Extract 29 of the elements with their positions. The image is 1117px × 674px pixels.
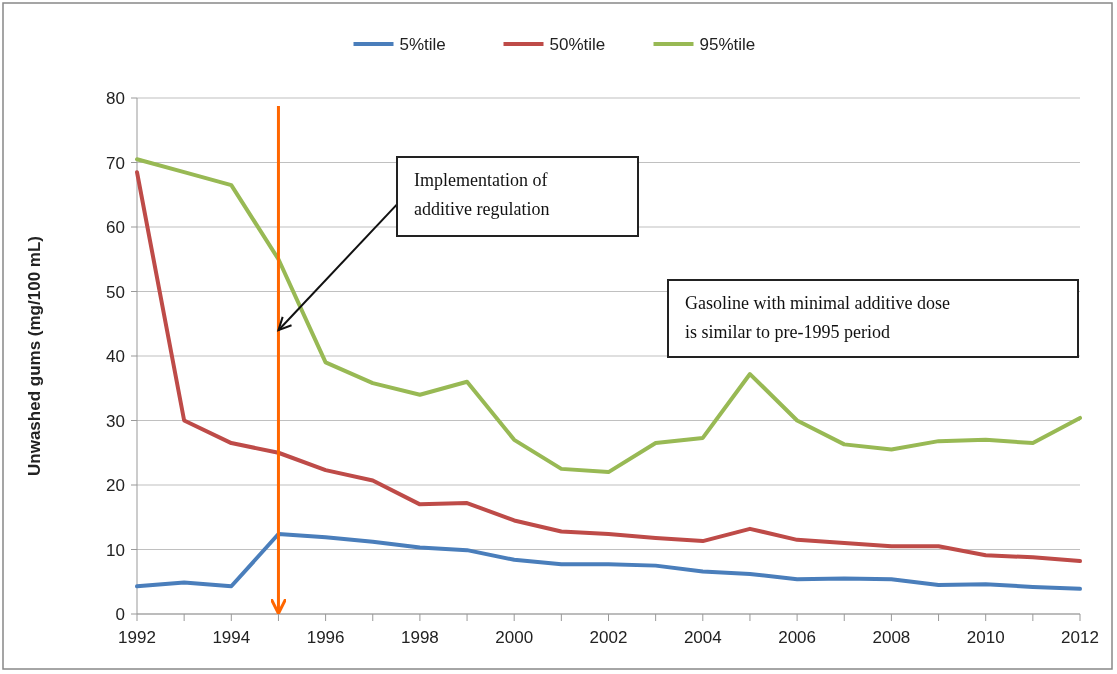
legend-label: 95%tile — [699, 35, 756, 54]
y-tick-label: 60 — [106, 218, 125, 237]
annotation: Gasoline with minimal additive dose is similar to pre-1995 period — [685, 293, 950, 342]
x-tick-label: 1998 — [400, 628, 439, 647]
x-tick-label: 1996 — [306, 628, 345, 647]
y-tick-label: 70 — [106, 153, 125, 173]
x-tick-label: 1992 — [118, 628, 156, 647]
y-tick-label: 0 — [115, 605, 125, 624]
y-tick-label: 30 — [106, 411, 125, 431]
x-tick-label: 2012 — [1061, 628, 1099, 647]
line-series — [135, 532, 1082, 591]
legend-label: 5%tile — [399, 35, 446, 54]
annotation: Implementation of additive regulation — [414, 170, 550, 219]
x-tick-label: 2008 — [872, 628, 911, 647]
y-tick-label: 10 — [106, 540, 125, 560]
x-tick-label: 2002 — [589, 628, 628, 647]
x-tick-label: 2010 — [966, 628, 1005, 647]
line-series — [135, 170, 1082, 564]
x-tick-label: 1994 — [212, 628, 251, 647]
x-tick-label: 2006 — [778, 628, 817, 647]
y-tick-label: 20 — [106, 476, 125, 495]
line-series — [135, 157, 1082, 475]
y-tick-label: 80 — [106, 89, 125, 108]
y-axis-title: Unwashed gums (mg/100 mL) — [25, 236, 44, 476]
y-tick-label: 40 — [106, 347, 125, 366]
y-tick-label: 50 — [106, 282, 125, 302]
legend-label: 50%tile — [549, 35, 606, 54]
x-tick-label: 2000 — [495, 628, 534, 647]
x-tick-label: 2004 — [683, 628, 722, 647]
